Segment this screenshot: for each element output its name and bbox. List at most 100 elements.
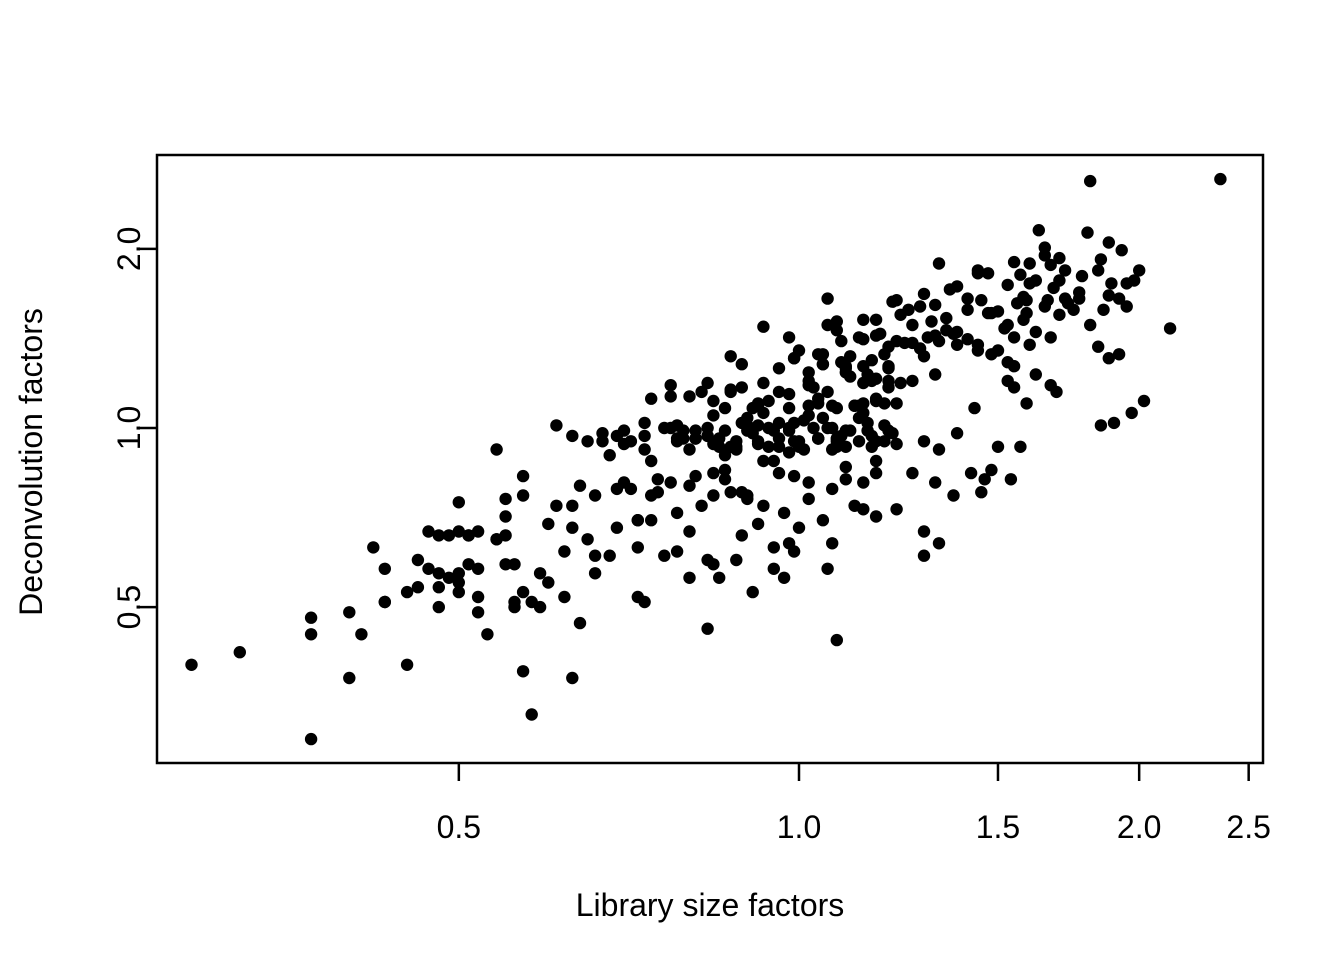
data-point — [442, 571, 456, 584]
data-point — [1081, 226, 1094, 239]
data-point — [1105, 277, 1118, 290]
data-point — [852, 435, 866, 448]
data-point — [1029, 368, 1043, 381]
data-point — [566, 499, 579, 512]
data-point — [890, 397, 903, 410]
data-point — [802, 492, 815, 506]
data-point — [670, 506, 684, 520]
data-point — [724, 486, 737, 499]
data-point — [378, 595, 391, 609]
data-point — [906, 374, 919, 388]
data-point — [724, 383, 737, 396]
data-point — [848, 499, 861, 512]
data-point — [971, 264, 985, 277]
data-point — [343, 606, 356, 619]
data-point — [735, 529, 748, 542]
data-point — [1050, 385, 1063, 399]
data-point — [683, 479, 696, 492]
data-point — [835, 334, 848, 348]
data-point — [1163, 322, 1177, 335]
data-point — [707, 489, 720, 502]
data-point — [797, 414, 811, 427]
data-point — [802, 366, 815, 379]
data-point — [558, 545, 571, 558]
data-point — [971, 338, 985, 351]
data-point — [981, 267, 995, 280]
data-point — [713, 440, 726, 453]
data-point — [882, 362, 895, 375]
data-point — [490, 443, 503, 456]
data-point — [1023, 338, 1036, 351]
data-point — [812, 392, 825, 405]
data-point — [985, 306, 998, 320]
data-point — [874, 327, 887, 340]
data-point — [1094, 419, 1108, 432]
data-point — [462, 529, 475, 542]
data-point — [432, 600, 445, 614]
data-point — [1053, 251, 1066, 265]
data-point — [886, 427, 899, 440]
data-point — [816, 348, 830, 361]
data-point — [869, 466, 883, 480]
x-tick-label: 2.0 — [1117, 809, 1161, 845]
data-point — [516, 665, 530, 678]
data-point — [645, 392, 658, 405]
data-point — [830, 324, 843, 337]
data-point — [724, 350, 737, 363]
data-point — [422, 562, 435, 575]
data-point — [1020, 397, 1033, 410]
data-point — [787, 352, 801, 365]
data-point — [767, 454, 780, 468]
data-point — [707, 409, 720, 422]
data-point — [581, 533, 594, 546]
data-point — [1058, 264, 1072, 277]
data-point — [890, 294, 903, 307]
data-point — [718, 424, 732, 437]
data-point — [499, 510, 512, 523]
data-point — [550, 419, 563, 432]
data-point — [961, 333, 974, 346]
data-point — [917, 525, 931, 538]
data-point — [638, 443, 651, 456]
data-point — [603, 449, 616, 462]
data-point — [525, 708, 538, 721]
data-point — [707, 558, 720, 571]
data-point — [701, 376, 714, 390]
data-point — [1133, 264, 1146, 277]
data-point — [432, 567, 445, 580]
data-point — [683, 525, 696, 538]
data-point — [525, 595, 538, 609]
data-point — [767, 541, 780, 554]
data-point — [1073, 292, 1086, 305]
data-point — [1084, 318, 1097, 332]
data-point — [452, 496, 465, 509]
data-point — [950, 427, 964, 440]
data-point — [610, 521, 624, 534]
data-point — [588, 567, 602, 580]
data-point — [917, 435, 931, 448]
data-point — [499, 558, 512, 571]
data-point — [1125, 406, 1138, 420]
data-point — [695, 385, 708, 399]
data-point — [857, 333, 870, 346]
data-point — [890, 503, 903, 516]
data-point — [932, 257, 946, 270]
data-point — [367, 541, 380, 554]
data-point — [917, 350, 931, 363]
data-point — [975, 486, 988, 499]
data-point — [1014, 268, 1027, 281]
data-point — [378, 562, 391, 575]
data-point — [707, 394, 720, 408]
data-point — [664, 379, 677, 392]
data-point — [844, 424, 857, 437]
data-point — [1092, 264, 1105, 277]
data-point — [355, 628, 368, 641]
x-tick-label: 2.5 — [1226, 809, 1270, 845]
data-point — [1047, 281, 1060, 295]
data-point — [588, 489, 602, 502]
data-point — [185, 658, 198, 671]
data-point — [664, 476, 677, 489]
data-point — [730, 443, 743, 456]
data-point — [638, 416, 651, 430]
data-point — [787, 469, 801, 483]
